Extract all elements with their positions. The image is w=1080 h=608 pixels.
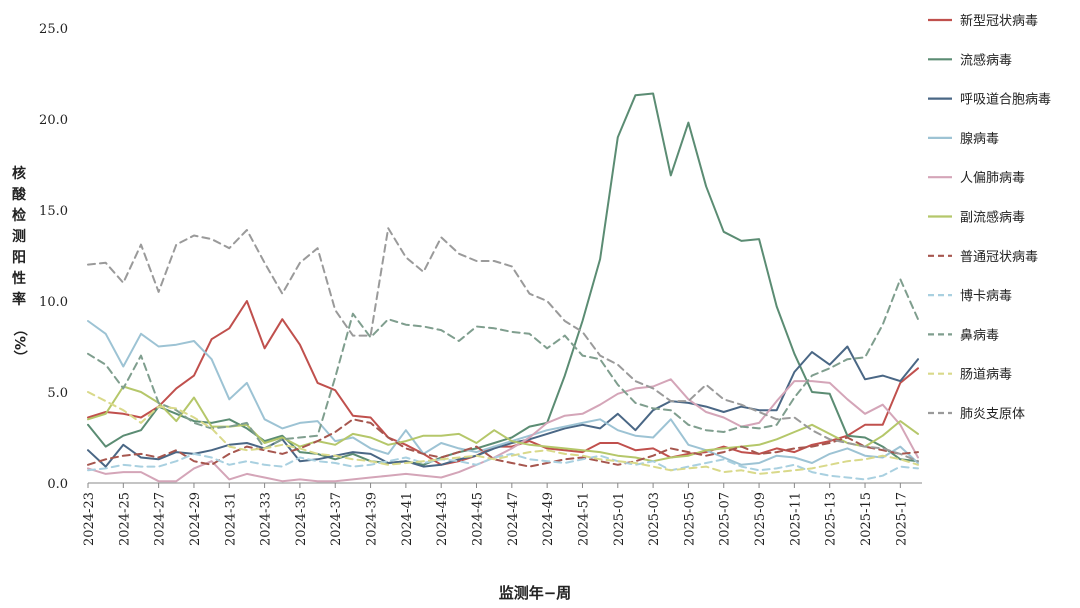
x-tick-label: 2025-13 <box>824 492 839 546</box>
x-tick-label: 2025-03 <box>647 492 662 546</box>
y-axis-title-char: 测 <box>12 228 26 245</box>
series-line <box>87 320 919 466</box>
x-tick-label: 2024-51 <box>576 492 591 546</box>
x-tick-label: 2024-43 <box>435 492 450 546</box>
x-tick-label: 2025-09 <box>753 492 768 546</box>
x-tick-label: 2024-29 <box>188 492 203 546</box>
y-axis-title-unit: （%） <box>11 322 27 364</box>
y-tick-label: 10.0 <box>39 295 68 310</box>
x-tick-label: 2025-17 <box>894 492 909 546</box>
legend-label: 腺病毒 <box>960 132 999 147</box>
legend-label: 副流感病毒 <box>960 210 1025 226</box>
y-axis-title-char: 检 <box>12 207 26 224</box>
series-line <box>87 227 919 463</box>
legend-label: 博卡病毒 <box>960 289 1012 304</box>
y-tick-label: 0.0 <box>47 477 68 492</box>
x-tick-label: 2025-15 <box>859 492 874 546</box>
series-line <box>87 452 919 481</box>
legend-label: 普通冠状病毒 <box>960 250 1038 265</box>
legend-label: 呼吸道合胞病毒 <box>960 93 1051 108</box>
x-tick-label: 2024-31 <box>223 492 238 546</box>
x-tick-label: 2024-49 <box>541 492 556 546</box>
x-tick-label: 2024-27 <box>153 492 168 546</box>
x-tick-label: 2024-35 <box>294 492 309 546</box>
y-axis-ticks: 0.0 5.0 10.0 15.0 20.0 25.0 <box>39 22 68 492</box>
x-axis-title: 监测年−周 <box>499 584 572 602</box>
series-line <box>87 278 919 450</box>
x-tick-label: 2024-47 <box>506 492 521 546</box>
x-tick-label: 2024-33 <box>259 492 274 546</box>
y-axis-title-char: 核 <box>12 165 26 182</box>
x-tick-label: 2025-05 <box>682 492 697 546</box>
legend-label: 流感病毒 <box>960 52 1012 68</box>
series-line <box>87 378 919 483</box>
series-line <box>87 418 919 468</box>
x-axis-ticks: 2024-23 2024-25 2024-27 2024-29 2024-31 2024-… <box>82 483 909 546</box>
x-tick-label: 2024-23 <box>82 492 97 546</box>
y-tick-label: 20.0 <box>39 113 68 128</box>
y-tick-label: 5.0 <box>47 386 68 401</box>
series-line <box>87 92 919 466</box>
x-tick-label: 2025-01 <box>612 492 627 546</box>
series-lines <box>87 92 919 483</box>
series-line <box>87 385 919 463</box>
x-tick-label: 2025-07 <box>718 492 733 546</box>
x-tick-label: 2024-25 <box>117 492 132 546</box>
series-line <box>87 391 919 475</box>
legend-label: 鼻病毒 <box>960 327 999 343</box>
y-axis-title-char: 率 <box>12 291 26 308</box>
y-tick-label: 15.0 <box>39 204 68 219</box>
series-line <box>87 345 919 468</box>
x-tick-label: 2024-39 <box>365 492 380 546</box>
y-axis-title-char: 酸 <box>12 186 27 203</box>
legend-label: 肺炎支原体 <box>960 407 1025 422</box>
x-tick-label: 2025-11 <box>788 492 803 546</box>
y-tick-label: 25.0 <box>39 22 68 37</box>
legend-label: 肠道病毒 <box>960 368 1012 383</box>
legend: 新型冠状病毒流感病毒呼吸道合胞病毒腺病毒人偏肺病毒副流感病毒普通冠状病毒博卡病毒… <box>928 13 1051 422</box>
y-axis-title-char: 阳 <box>12 250 26 266</box>
legend-label: 新型冠状病毒 <box>960 13 1038 29</box>
legend-label: 人偏肺病毒 <box>960 171 1025 186</box>
x-tick-label: 2024-45 <box>471 492 486 546</box>
x-tick-label: 2024-37 <box>329 492 344 546</box>
y-axis-title-char: 性 <box>12 270 26 287</box>
x-tick-label: 2024-41 <box>400 492 415 546</box>
